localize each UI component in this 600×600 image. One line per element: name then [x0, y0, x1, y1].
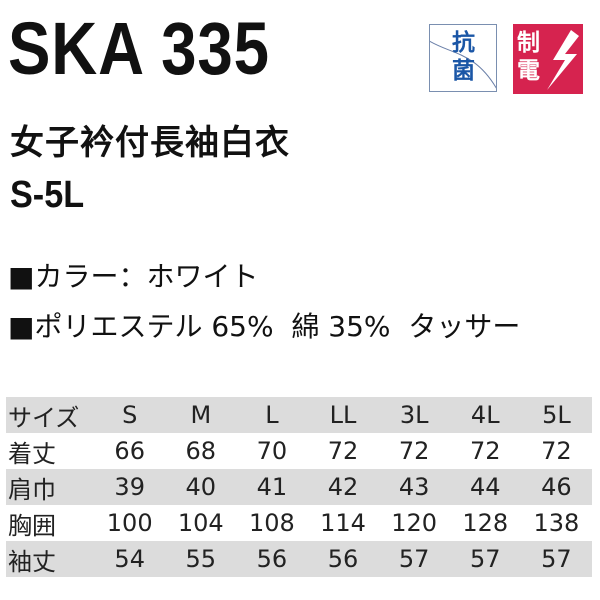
antistatic-label: 制電: [517, 30, 540, 84]
cell: 57: [469, 545, 501, 573]
cell: 108: [249, 509, 295, 537]
table-header-row: サイズ S M L LL 3L 4L 5L: [6, 397, 592, 433]
header-cell: M: [190, 401, 212, 429]
product-name: 女子衿付長袖白衣: [10, 123, 290, 163]
cell: 128: [462, 509, 509, 537]
table-row: 着丈 66 68 70 72 72 72 72: [6, 433, 592, 469]
cell: 40: [185, 473, 217, 501]
cell: 43: [398, 473, 430, 501]
wave-line-icon: [430, 40, 496, 89]
antibacterial-badge: 抗菌: [429, 24, 497, 92]
cell: 42: [327, 473, 359, 501]
header-cell: L: [265, 401, 279, 429]
header-cell: S: [122, 401, 138, 429]
cell: 46: [541, 473, 572, 501]
cell: 68: [185, 437, 217, 465]
color-spec: ■カラー：ホワイト: [8, 260, 259, 293]
cell: 100: [106, 509, 153, 537]
size-table: サイズ S M L LL 3L 4L 5L 着丈 66 68 70 72 72 …: [6, 397, 592, 577]
cell: 120: [391, 509, 438, 537]
cell: 54: [114, 545, 145, 573]
cell: 39: [114, 473, 145, 501]
cell: 104: [177, 509, 224, 537]
cell: 44: [469, 473, 501, 501]
row-label: 肩巾: [8, 475, 56, 504]
header-cell: LL: [329, 401, 357, 429]
cell: 56: [256, 545, 288, 573]
cell: 72: [469, 437, 501, 465]
size-range: S-5L: [10, 174, 85, 216]
cell: 114: [320, 509, 366, 537]
cell: 72: [327, 437, 359, 465]
table-row: 袖丈 54 55 56 56 57 57 57: [6, 541, 592, 577]
row-label: 胸囲: [8, 511, 56, 540]
row-label: 着丈: [8, 439, 56, 468]
header-cell: 3L: [399, 401, 429, 429]
cell: 66: [114, 437, 145, 465]
product-code: SKA 335: [8, 7, 270, 90]
table-row: 肩巾 39 40 41 42 43 44 46: [6, 469, 592, 505]
cell: 55: [185, 545, 217, 573]
table-row: 胸囲 100 104 108 114 120 128 138: [6, 505, 592, 541]
material-spec: ■ポリエステル 65% 綿 35% タッサー: [8, 310, 521, 343]
lightning-bolt-icon: [547, 30, 579, 90]
header-cell: 4L: [470, 401, 500, 429]
cell: 70: [256, 437, 288, 465]
cell: 57: [398, 545, 430, 573]
header-cell: サイズ: [8, 403, 80, 432]
antistatic-badge: 制電: [513, 24, 583, 94]
row-label: 袖丈: [8, 547, 56, 576]
antibacterial-label: 抗菌: [452, 30, 475, 84]
cell: 72: [541, 437, 572, 465]
cell: 56: [327, 545, 359, 573]
cell: 57: [541, 545, 572, 573]
cell: 72: [398, 437, 430, 465]
cell: 138: [533, 509, 580, 537]
cell: 41: [256, 473, 288, 501]
header-cell: 5L: [542, 401, 571, 429]
